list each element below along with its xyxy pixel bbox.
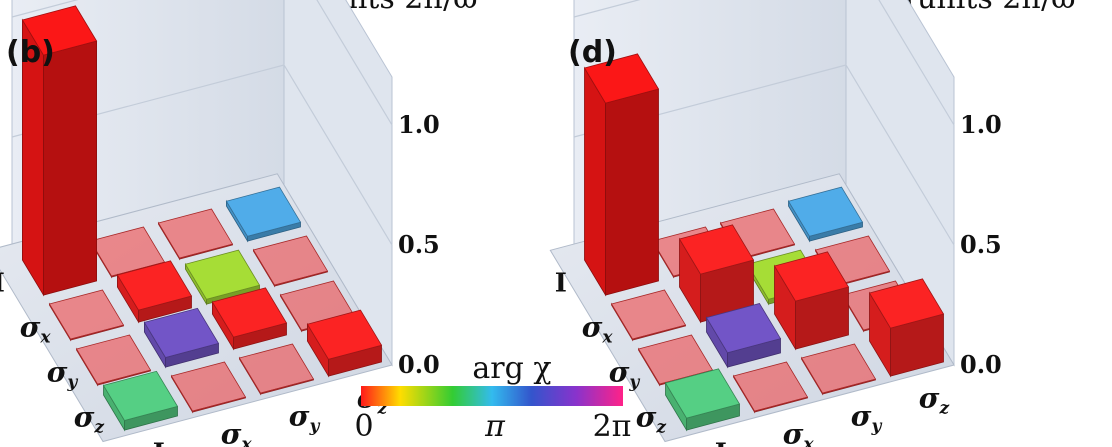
bar-I-I	[21, 5, 98, 297]
bar-σy-σy	[773, 251, 850, 351]
colorbar-tick-pi: π	[484, 409, 506, 444]
z-tick-label: 1.0	[398, 110, 440, 139]
panel-label: (d)	[568, 35, 617, 70]
z-tick-label: 0.0	[960, 350, 1002, 379]
colorbar-tick-0: 0	[354, 409, 373, 444]
bar-σz-I	[664, 368, 741, 432]
col-label: σy	[289, 399, 321, 436]
bar-I-σy	[157, 208, 234, 261]
wall-gridline	[573, 64, 955, 246]
col-label: I	[153, 438, 165, 447]
row-label: σz	[636, 400, 667, 437]
z-tick-label: 0.0	[398, 350, 440, 379]
z-tick-label: 1.0	[960, 110, 1002, 139]
row-label: σx	[20, 310, 52, 347]
z-tick-label: 0.5	[398, 230, 440, 259]
row-label: σy	[47, 355, 79, 392]
col-label: σx	[783, 417, 815, 447]
bar-σz-σy	[238, 343, 315, 396]
z-tick-label: 0.5	[960, 230, 1002, 259]
colorbar: arg χ 0 π 2π	[354, 351, 631, 444]
wall-gridline	[573, 0, 955, 126]
bar-σz-σx	[170, 361, 247, 414]
wall-gridline	[11, 64, 393, 246]
col-label: I	[715, 438, 727, 447]
row-label: I	[555, 268, 567, 298]
bar-σx-σy	[184, 249, 261, 306]
row-label: σz	[74, 400, 105, 437]
bar-σx-I	[610, 289, 687, 342]
chart-panel-b: 1.00.50.0IσxσyσzIσxσyσz(b)	[0, 0, 440, 447]
bar-I-σz	[787, 186, 864, 243]
bar-σx-σx	[678, 224, 755, 324]
bar-σz-σz	[868, 278, 945, 378]
bar-I-I	[583, 53, 660, 297]
bar-σz-σy	[800, 343, 877, 396]
bar-I-σz	[225, 186, 302, 243]
col-label: σz	[919, 381, 950, 418]
bar-σy-σy	[211, 287, 288, 351]
chart-panel-d: 1.00.50.0IσxσyσzIσxσyσz(d)	[549, 0, 1002, 447]
colorbar-tick-2pi: 2π	[593, 409, 632, 444]
row-label: σy	[609, 355, 641, 392]
row-label: I	[0, 268, 5, 298]
colorbar-label: arg χ	[472, 351, 551, 386]
col-label: σx	[221, 417, 253, 447]
bar-σx-σz	[252, 235, 329, 288]
bar-σy-I	[75, 334, 152, 387]
bar-σx-I	[48, 289, 125, 342]
wall-gridline	[11, 0, 393, 126]
bar-σx-σx	[116, 260, 193, 324]
col-label: σy	[851, 399, 883, 436]
row-label: σx	[582, 310, 614, 347]
colorbar-gradient	[361, 386, 623, 406]
bar-σy-σx	[705, 303, 782, 369]
bar-σz-σx	[732, 361, 809, 414]
bar-σy-σx	[143, 307, 220, 369]
bar-σz-σz	[306, 309, 383, 378]
panel-label: (b)	[6, 35, 55, 70]
bar-σz-I	[102, 370, 179, 432]
